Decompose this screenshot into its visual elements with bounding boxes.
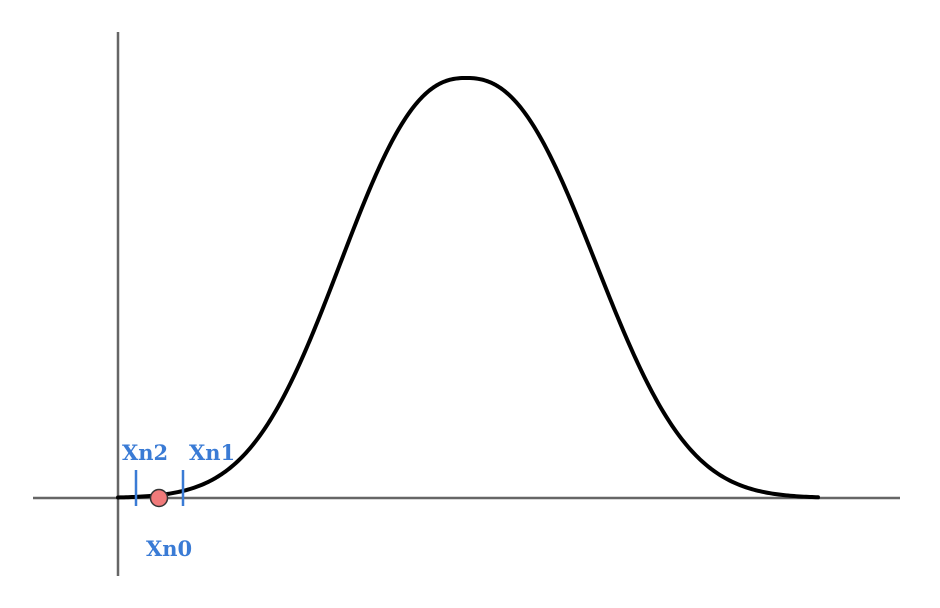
xn0-label: Xn0 (146, 536, 192, 561)
xn1-label: Xn1 (189, 440, 235, 465)
xn0-point (149, 488, 169, 508)
bell-curve (116, 76, 820, 500)
xn2-label: Xn2 (122, 440, 168, 465)
